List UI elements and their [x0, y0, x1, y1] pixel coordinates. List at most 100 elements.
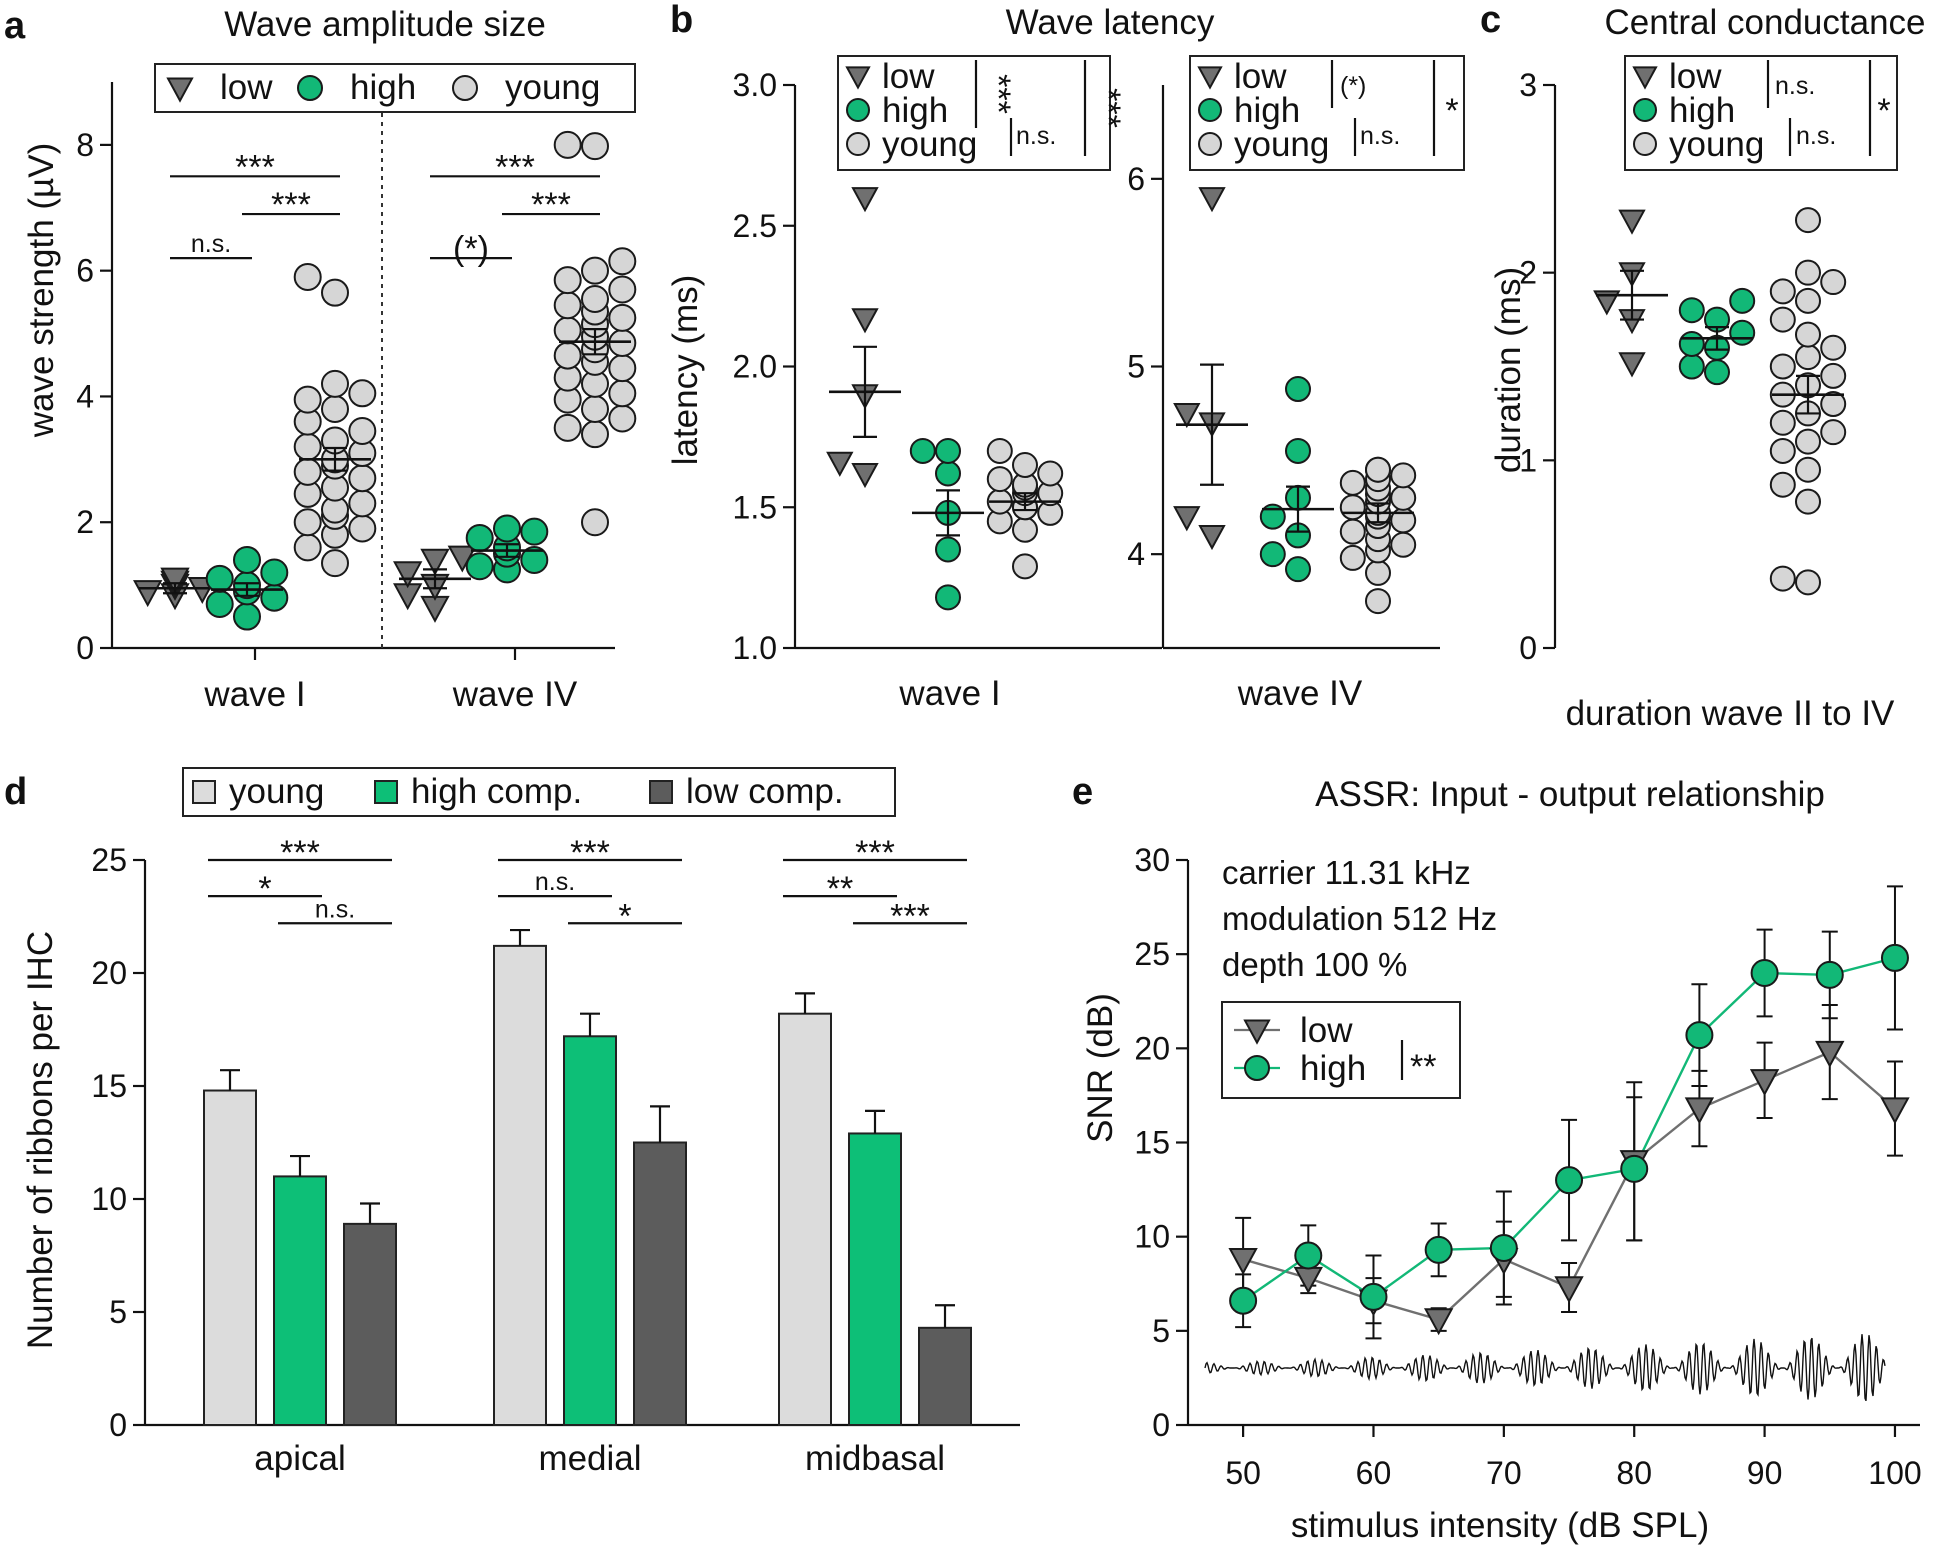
panel-a-point-low — [420, 548, 450, 576]
sig-label-d: *** — [570, 834, 610, 872]
point-e-low — [1423, 1308, 1454, 1336]
sig-label-d: *** — [855, 834, 895, 872]
point-e-high — [1555, 1166, 1584, 1195]
title-b: Wave latency — [1006, 3, 1215, 42]
panel-b2-point-high — [1285, 437, 1311, 464]
legend-b1-label-high: high — [882, 91, 948, 130]
bar-medial-young — [493, 944, 547, 1426]
axis-e-y-ticklabel: 30 — [1134, 842, 1170, 878]
panel-c-point-young — [1769, 278, 1796, 305]
panel-b2-point-young — [1365, 456, 1391, 483]
panel-a-point-young — [293, 457, 322, 486]
panel-c-point-high — [1729, 287, 1756, 314]
axis-e-y-ticklabel: 5 — [1152, 1313, 1170, 1349]
panel-a-point-young — [321, 549, 349, 578]
axis-e-y-ticklabel: 10 — [1134, 1219, 1170, 1255]
legend-b1-marker-low — [845, 66, 871, 90]
legend-e-stat: ** — [1410, 1048, 1436, 1086]
axis-a-y-ticklabel: 4 — [76, 378, 94, 414]
panel-a-point-young — [581, 395, 609, 424]
legend-b2-stat: * — [1445, 92, 1458, 130]
xlabel-b-wave-I: wave I — [898, 674, 1000, 713]
panel-a-point-high — [233, 602, 261, 631]
annotation-depth: depth 100 % — [1222, 946, 1407, 983]
sig-label-d: * — [258, 870, 271, 908]
panel-b2-point-high — [1285, 376, 1311, 403]
legend-e-marker-low — [1243, 1019, 1271, 1045]
legend-c-box — [1624, 55, 1898, 171]
sig-label-d: *** — [280, 834, 320, 872]
axis-d-y-ticklabel: 10 — [91, 1181, 127, 1217]
legend-d-label-0: young — [229, 772, 324, 811]
legend-a-box — [154, 63, 636, 113]
legend-b2-label-young: young — [1234, 125, 1329, 164]
axis-c-y-ticklabel: 2 — [1519, 255, 1537, 291]
bar-medial-lowcomp — [633, 1141, 687, 1426]
xtick-label-d-0: apical — [254, 1439, 345, 1478]
bar-midbasal-young — [778, 1012, 832, 1426]
panel-c-point-young — [1820, 269, 1847, 296]
point-e-high — [1489, 1233, 1518, 1262]
panel-c-point-young — [1795, 344, 1821, 371]
panel-b1-point-young — [986, 437, 1013, 464]
point-e-high — [1750, 959, 1779, 987]
panel-a-point-young — [608, 404, 637, 433]
panel-c-point-young — [1795, 569, 1821, 596]
point-e-high — [1880, 943, 1909, 972]
panel-a-point-young — [348, 379, 377, 408]
panel-a-point-young — [553, 130, 582, 159]
xlabel-b-wave-IV: wave IV — [1237, 674, 1363, 713]
panel-a-point-young — [581, 420, 609, 449]
panel-c-point-young — [1769, 471, 1796, 498]
panel-a-point-young — [581, 256, 609, 285]
axis-e-xticklabel: 70 — [1486, 1455, 1522, 1491]
legend-c-marker-low — [1632, 66, 1658, 90]
axis-d-y-ticklabel: 15 — [91, 1068, 127, 1104]
axis-b2-y-ticklabel: 5 — [1127, 349, 1145, 385]
sig-label-a: n.s. — [191, 230, 231, 258]
panel-c-point-young — [1820, 419, 1847, 446]
point-e-low — [1293, 1266, 1323, 1294]
panel-c-point-young — [1820, 334, 1847, 361]
panel-a-point-young — [608, 275, 637, 304]
panel-b2-point-young — [1339, 518, 1366, 545]
panel-b2-point-young — [1390, 462, 1417, 489]
legend-b2-label-high: high — [1234, 91, 1300, 130]
legend-d-box — [182, 767, 896, 817]
xtick-label-a-0: wave I — [203, 675, 305, 714]
panel-b2-point-young — [1390, 484, 1417, 511]
ylabel-e: SNR (dB) — [1081, 993, 1120, 1143]
legend-e-box — [1221, 1001, 1461, 1099]
bar-apical-highcomp — [273, 1175, 327, 1427]
panel-b1-point-young — [986, 466, 1013, 493]
axis-b1-y-ticklabel: 1.5 — [733, 489, 777, 525]
legend-b1-stat: *** — [1089, 88, 1127, 128]
modulation-waveform — [1204, 1334, 1886, 1402]
point-e-high — [1685, 1021, 1714, 1050]
panel-label-b: b — [670, 0, 693, 41]
panel-a-point-young — [608, 354, 637, 383]
legend-a-marker-young — [452, 75, 478, 101]
axis-e-y-ticklabel: 15 — [1134, 1125, 1170, 1161]
legend-b2-label-low: low — [1234, 57, 1287, 96]
xtick-label-d-1: medial — [538, 1439, 641, 1478]
panel-a-point-young — [321, 278, 349, 307]
sig-label-a: *** — [495, 148, 535, 186]
legend-b1-label-low: low — [882, 57, 935, 96]
panel-a-point-high — [233, 545, 261, 574]
axis-b1-y-ticklabel: 1.0 — [733, 630, 777, 666]
panel-c-point-low — [1593, 290, 1621, 316]
axis-b2-y-ticklabel: 6 — [1127, 161, 1145, 197]
point-e-high — [1294, 1241, 1323, 1270]
axis-e-xticklabel: 100 — [1868, 1455, 1921, 1491]
legend-c-marker-high — [1633, 98, 1657, 122]
point-e-low — [1815, 1040, 1845, 1068]
title-e: ASSR: Input - output relationship — [1315, 775, 1825, 814]
panel-a-point-high — [205, 564, 234, 593]
bar-midbasal-highcomp — [848, 1132, 902, 1426]
axis-b1-y-ticklabel: 2.0 — [733, 349, 777, 385]
panel-c-point-young — [1769, 409, 1796, 436]
legend-c-label-young: young — [1669, 125, 1764, 164]
axis-e-y-ticklabel: 0 — [1152, 1407, 1170, 1443]
legend-b1-label-young: young — [882, 125, 977, 164]
